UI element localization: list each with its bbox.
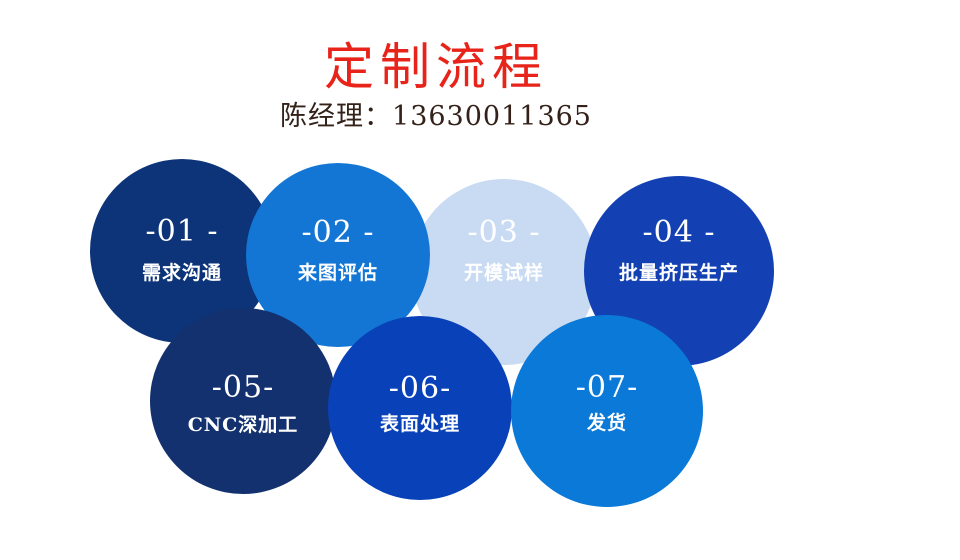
step-number: -06- — [388, 371, 452, 406]
step-number: -07- — [575, 370, 639, 405]
step-number: -05- — [211, 370, 275, 405]
step-number: -03 - — [467, 215, 541, 250]
process-step-circle-1: -01 - 需求沟通 — [90, 159, 274, 343]
contact-phone-text: 陈经理：13630011365 — [280, 101, 592, 132]
step-label: 批量挤压生产 — [618, 262, 739, 284]
step-label: 需求沟通 — [141, 262, 222, 284]
page-title: 定制流程 — [324, 38, 548, 96]
slide-header: 定制流程 陈经理：13630011365 — [0, 36, 872, 134]
process-step-circle-7: -07- 发货 — [511, 315, 703, 507]
step-label: 来图评估 — [297, 262, 378, 284]
process-step-circle-5: -05- CNC深加工 — [150, 308, 336, 494]
step-number: -04 - — [642, 215, 716, 250]
process-step-circle-6: -06- 表面处理 — [328, 316, 512, 500]
step-number: -02 - — [301, 215, 375, 250]
step-label: 表面处理 — [379, 413, 460, 435]
step-number: -01 - — [145, 214, 219, 249]
step-label: CNC深加工 — [187, 414, 299, 436]
step-label: 发货 — [586, 412, 627, 434]
process-step-circle-4: -04 - 批量挤压生产 — [584, 176, 774, 366]
step-label: 开模试样 — [463, 262, 544, 284]
